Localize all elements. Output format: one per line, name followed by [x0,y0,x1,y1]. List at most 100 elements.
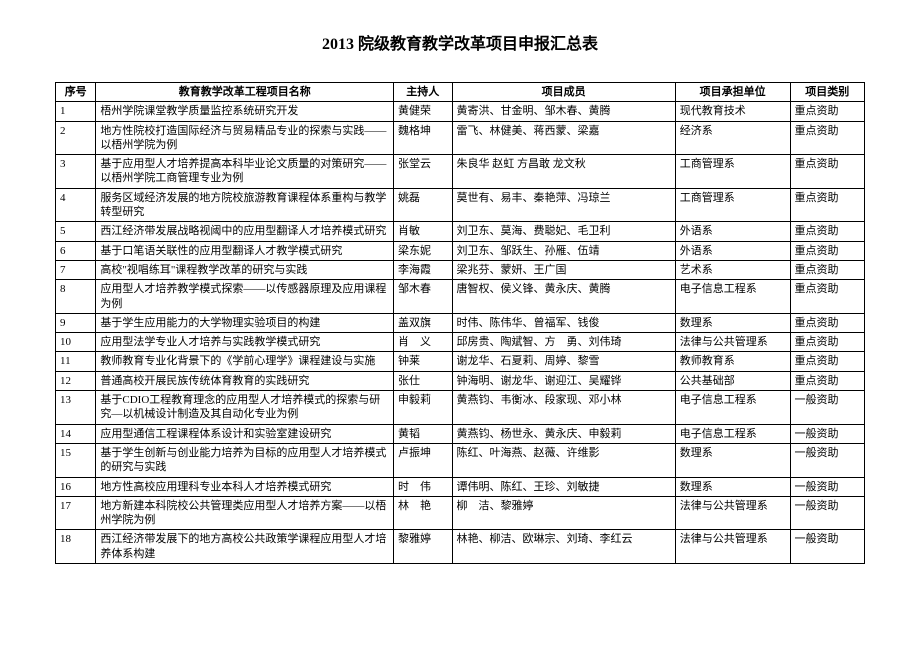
table-cell: 基于学生创新与创业能力培养为目标的应用型人才培养模式的研究与实践 [96,443,394,477]
table-body: 1梧州学院课堂教学质量监控系统研究开发黄健荣黄寄洪、甘金明、邹木春、黄腾现代教育… [56,102,865,564]
table-cell: 工商管理系 [675,188,790,222]
table-cell: 13 [56,391,96,425]
table-cell: 梁兆芬、蒙妍、王广国 [452,260,675,279]
table-cell: 谢龙华、石夏莉、周婷、黎雪 [452,352,675,371]
table-cell: 黄燕钧、杨世永、黄永庆、申毅莉 [452,424,675,443]
table-row: 17地方新建本科院校公共管理类应用型人才培养方案——以梧州学院为例林 艳柳 洁、… [56,496,865,530]
table-cell: 西江经济带发展下的地方高校公共政策学课程应用型人才培养体系构建 [96,530,394,564]
table-cell: 重点资助 [790,102,864,121]
page-title: 2013 院级教育教学改革项目申报汇总表 [55,30,865,54]
table-cell: 数理系 [675,477,790,496]
table-cell: 重点资助 [790,313,864,332]
table-row: 7高校"视唱练耳"课程教学改革的研究与实践李海霞梁兆芬、蒙妍、王广国艺术系重点资… [56,260,865,279]
table-cell: 刘卫东、莫海、费聪妃、毛卫利 [452,222,675,241]
table-cell: 申毅莉 [394,391,452,425]
table-cell: 9 [56,313,96,332]
table-cell: 朱良华 赵虹 方昌敢 龙文秋 [452,155,675,189]
table-row: 9基于学生应用能力的大学物理实验项目的构建盖双旗时伟、陈伟华、曾福军、钱俊数理系… [56,313,865,332]
table-cell: 教师教育系 [675,352,790,371]
table-cell: 应用型人才培养教学模式探索——以传感器原理及应用课程为例 [96,280,394,314]
table-cell: 法律与公共管理系 [675,496,790,530]
table-cell: 重点资助 [790,352,864,371]
table-cell: 重点资助 [790,260,864,279]
table-cell: 钟莱 [394,352,452,371]
table-row: 10应用型法学专业人才培养与实践教学模式研究肖 义邱房贵、陶斌智、方 勇、刘伟琦… [56,333,865,352]
table-cell: 一般资助 [790,496,864,530]
table-cell: 黄韬 [394,424,452,443]
table-cell: 服务区域经济发展的地方院校旅游教育课程体系重构与教学转型研究 [96,188,394,222]
table-cell: 经济系 [675,121,790,155]
col-host: 主持人 [394,83,452,102]
table-cell: 卢振坤 [394,443,452,477]
table-cell: 基于CDIO工程教育理念的应用型人才培养模式的探索与研究—以机械设计制造及其自动… [96,391,394,425]
table-cell: 工商管理系 [675,155,790,189]
table-cell: 数理系 [675,443,790,477]
table-cell: 魏格坤 [394,121,452,155]
table-cell: 盖双旗 [394,313,452,332]
table-cell: 15 [56,443,96,477]
table-cell: 应用型通信工程课程体系设计和实验室建设研究 [96,424,394,443]
table-cell: 地方性高校应用理科专业本科人才培养模式研究 [96,477,394,496]
table-row: 5西江经济带发展战略视阈中的应用型翻译人才培养模式研究肖敏刘卫东、莫海、费聪妃、… [56,222,865,241]
table-cell: 张仕 [394,371,452,390]
table-cell: 3 [56,155,96,189]
table-cell: 重点资助 [790,333,864,352]
table-cell: 基于学生应用能力的大学物理实验项目的构建 [96,313,394,332]
col-project-name: 教育教学改革工程项目名称 [96,83,394,102]
col-unit: 项目承担单位 [675,83,790,102]
table-cell: 11 [56,352,96,371]
table-cell: 邹木春 [394,280,452,314]
table-cell: 地方新建本科院校公共管理类应用型人才培养方案——以梧州学院为例 [96,496,394,530]
table-cell: 刘卫东、邹跃生、孙雁、伍靖 [452,241,675,260]
table-cell: 一般资助 [790,424,864,443]
table-cell: 西江经济带发展战略视阈中的应用型翻译人才培养模式研究 [96,222,394,241]
table-cell: 姚磊 [394,188,452,222]
table-cell: 17 [56,496,96,530]
table-cell: 10 [56,333,96,352]
table-cell: 重点资助 [790,155,864,189]
table-row: 1梧州学院课堂教学质量监控系统研究开发黄健荣黄寄洪、甘金明、邹木春、黄腾现代教育… [56,102,865,121]
table-cell: 肖 义 [394,333,452,352]
table-cell: 邱房贵、陶斌智、方 勇、刘伟琦 [452,333,675,352]
table-cell: 公共基础部 [675,371,790,390]
col-category: 项目类别 [790,83,864,102]
table-cell: 外语系 [675,241,790,260]
table-cell: 4 [56,188,96,222]
table-row: 18西江经济带发展下的地方高校公共政策学课程应用型人才培养体系构建黎雅婷林艳、柳… [56,530,865,564]
table-cell: 应用型法学专业人才培养与实践教学模式研究 [96,333,394,352]
table-cell: 重点资助 [790,121,864,155]
table-row: 4服务区域经济发展的地方院校旅游教育课程体系重构与教学转型研究姚磊莫世有、易丰、… [56,188,865,222]
table-cell: 基于口笔语关联性的应用型翻译人才教学模式研究 [96,241,394,260]
table-cell: 5 [56,222,96,241]
table-cell: 现代教育技术 [675,102,790,121]
table-cell: 林 艳 [394,496,452,530]
table-cell: 重点资助 [790,222,864,241]
table-row: 13基于CDIO工程教育理念的应用型人才培养模式的探索与研究—以机械设计制造及其… [56,391,865,425]
summary-table: 序号 教育教学改革工程项目名称 主持人 项目成员 项目承担单位 项目类别 1梧州… [55,82,865,564]
table-cell: 黄寄洪、甘金明、邹木春、黄腾 [452,102,675,121]
table-cell: 黄健荣 [394,102,452,121]
table-cell: 普通高校开展民族传统体育教育的实践研究 [96,371,394,390]
col-seq: 序号 [56,83,96,102]
table-row: 12普通高校开展民族传统体育教育的实践研究张仕钟海明、谢龙华、谢迎江、吴耀铧公共… [56,371,865,390]
table-cell: 重点资助 [790,188,864,222]
table-cell: 谭伟明、陈红、王珍、刘敏捷 [452,477,675,496]
table-cell: 陈红、叶海燕、赵薇、许维影 [452,443,675,477]
table-cell: 一般资助 [790,391,864,425]
table-row: 14应用型通信工程课程体系设计和实验室建设研究黄韬黄燕钧、杨世永、黄永庆、申毅莉… [56,424,865,443]
table-row: 11教师教育专业化背景下的《学前心理学》课程建设与实施钟莱谢龙华、石夏莉、周婷、… [56,352,865,371]
table-row: 2地方性院校打造国际经济与贸易精品专业的探索与实践——以梧州学院为例魏格坤雷飞、… [56,121,865,155]
table-cell: 电子信息工程系 [675,280,790,314]
table-cell: 8 [56,280,96,314]
col-members: 项目成员 [452,83,675,102]
table-cell: 16 [56,477,96,496]
table-cell: 艺术系 [675,260,790,279]
table-cell: 唐智权、侯义锋、黄永庆、黄腾 [452,280,675,314]
table-cell: 林艳、柳洁、欧琳宗、刘琦、李红云 [452,530,675,564]
table-cell: 黄燕钧、韦衡冰、段家现、邓小林 [452,391,675,425]
table-cell: 法律与公共管理系 [675,333,790,352]
table-cell: 法律与公共管理系 [675,530,790,564]
table-cell: 1 [56,102,96,121]
table-cell: 张堂云 [394,155,452,189]
table-cell: 重点资助 [790,371,864,390]
